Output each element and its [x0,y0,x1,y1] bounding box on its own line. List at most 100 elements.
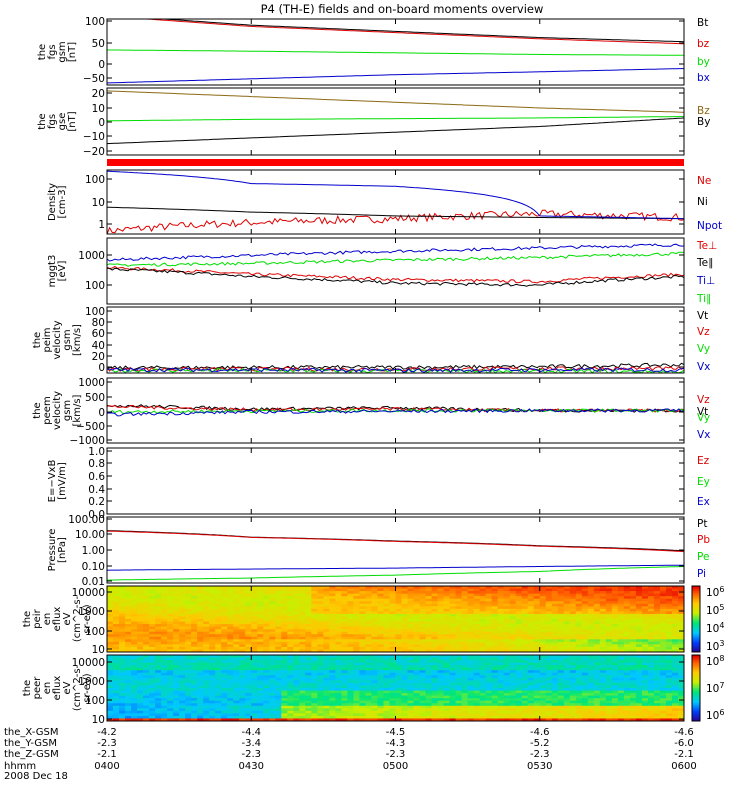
y-axis-label: velocity [52,320,63,359]
y-tick-label: 0 [98,407,105,419]
panel-frame [106,516,685,584]
colorbar-tick-label: 104 [706,621,724,635]
y-tick-label: 10 [92,714,105,726]
x-axis-value: 0530 [527,761,552,772]
y-tick-label: 0.0 [88,509,105,521]
y-tick-label: 10.00 [75,529,105,541]
x-axis-value: -6.0 [674,738,694,749]
legend-entry: Vt [697,310,708,322]
y-tick-label: 1000 [78,250,105,262]
y-tick-label: 10 [92,103,105,115]
series-line-ni [106,206,684,220]
y-tick-label: 0.10 [82,561,105,573]
x-axis-value: 0600 [671,761,696,772]
legend-entry: Ne [697,175,711,187]
x-axis-value: -4.6 [530,727,550,738]
y-axis-label: gse [57,113,68,131]
x-axis-value: -4.6 [674,727,694,738]
y-tick-label: 1 [98,219,105,231]
x-axis-row-label: hhmm [4,761,36,772]
y-tick-label: 100 [85,306,105,318]
y-axis-label: eV [62,612,73,625]
y-tick-label: 100.00 [68,514,105,526]
y-axis-label: the [22,611,33,627]
y-tick-label: 500 [85,392,105,404]
legend-entry: Vz [697,326,710,338]
legend-entry: Vx [697,361,710,373]
series-line-vt [106,362,685,371]
y-tick-label: 1000 [78,377,105,389]
y-tick-label: 10000 [72,587,105,599]
legend-entry: Bt [697,17,708,29]
y-tick-label: 1.00 [82,545,105,557]
y-axis-label: en [42,613,53,626]
y-tick-label: 100 [85,174,105,186]
y-tick-label: 0.6 [88,471,105,483]
x-axis-row-label: the_Z-GSM [4,749,59,760]
y-axis-label: [km/s] [72,394,83,426]
legend-entry: Vt [697,406,708,418]
panel-efield: 1.00.80.60.40.20.0 E=−VxB [mV/m] Ez Ey Ex [47,446,710,521]
y-axis-label: peir [32,608,43,628]
y-axis-label: sr-eV) [82,604,93,633]
panel-peir_spectrogram: 10000 1000 100 10 the peir en eflux eV (cm^2-s-sr… [22,585,724,656]
colorbar-tick-label: 105 [706,603,724,617]
series-line-pi [106,564,684,571]
colorbar: 108 107 106 [691,654,724,722]
legend-entry: Pi [697,568,706,580]
y-axis-label: en [42,682,53,695]
y-axis-label: peim [42,327,53,352]
y-axis-label: Density [47,183,58,221]
legend-entry: Ex [697,496,710,508]
series-line-pb [106,530,685,553]
y-tick-label: 40 [92,340,105,352]
y-axis-label: Pressure [47,529,58,572]
legend-entry: Ez [697,455,710,467]
y-tick-label: −1000 [69,435,105,447]
panel-frame [106,306,685,374]
y-tick-label: 20 [92,351,105,363]
panel-pressure: 100.00 10.00 1.00 0.10 0.01 Pressure [nPa] Pt Pb… [47,514,710,588]
figure-title: P4 (TH-E) fields and on-board moments ov… [261,2,544,16]
x-axis-value: -2.3 [97,738,117,749]
x-axis-row-label: the_X-GSM [4,727,58,738]
legend-entry: Vy [697,343,710,355]
y-tick-label: 100 [85,695,105,707]
x-axis-value: -2.1 [97,749,117,760]
y-axis-label: peem [42,396,53,424]
y-tick-label: 0 [98,117,105,129]
colorbar-tick-label: 106 [706,585,724,599]
legend-entry: Te⊥ [696,240,717,252]
panel-frame [106,87,685,156]
series-line-by [107,116,684,122]
legend-entry: Vy [697,412,710,424]
x-axis-value: -2.3 [386,749,406,760]
colorbar-tick-label: 108 [706,654,724,668]
y-axis-label: gsm [62,400,73,421]
legend-entry: Pt [697,518,707,530]
y-axis-label: eV [62,681,73,694]
date-label: 2008 Dec 18 [4,771,68,782]
y-axis-label: the [37,44,48,60]
y-axis-label: the [32,402,43,418]
y-tick-label: 100 [85,16,105,28]
x-axis-value: 0400 [94,761,119,772]
legend-entry: bz [697,38,710,50]
y-axis-label: the [32,332,43,348]
series-line-pe [107,566,685,581]
x-axis-value: -4.4 [241,727,261,738]
panel-fgs_gsm: 100 50 0 −50 the fgs gsm [nT] Bt bz by bx [37,16,710,86]
y-axis-label: (cm^2-s- [72,664,83,711]
legend-entry: Te∥ [696,257,713,269]
legend-entry: Ey [697,476,710,488]
panel-frame [106,169,685,235]
x-axis-value: -4.3 [386,738,406,749]
series-line-by [106,49,684,56]
colorbar-tick-label: 106 [706,708,724,722]
y-axis-label: gsm [62,329,73,350]
panel-peem_velocity: 1000 500 0 −500 −1000 the peem velocity gsm [km/s… [32,377,710,447]
series-line-ti [106,251,685,267]
x-axis-block: the_X-GSM -4.2 -4.4 -4.5 -4.6 -4.6 the_Y-GSM -2… [4,727,697,782]
series-line-te [106,267,685,287]
